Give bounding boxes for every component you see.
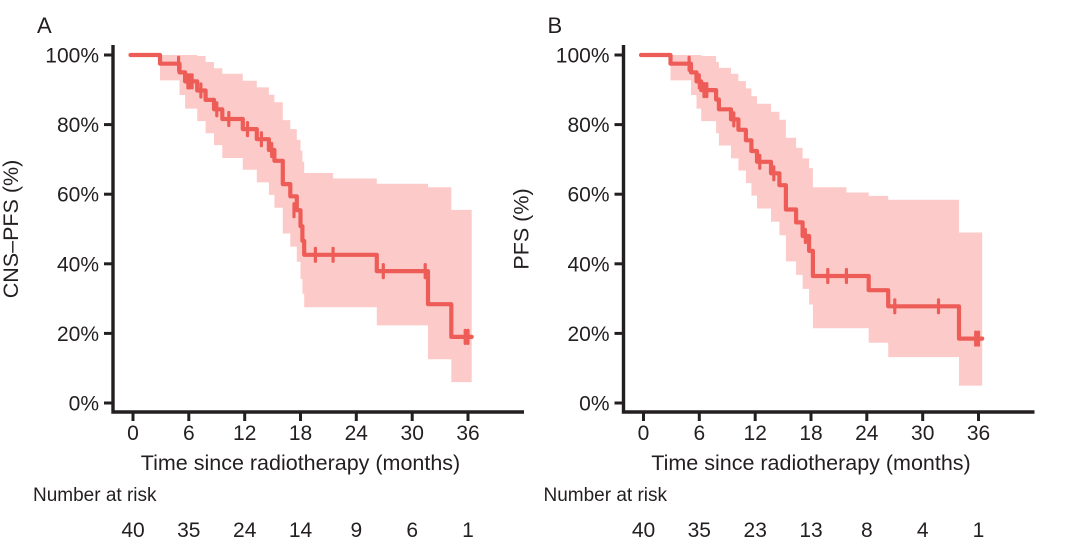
risk-value: 24	[233, 519, 257, 542]
x-axis-title: Time since radiotherapy (months)	[651, 451, 970, 475]
y-tick-label: 60%	[567, 184, 609, 207]
y-tick-label: 80%	[567, 114, 609, 137]
y-tick-label: 60%	[57, 184, 99, 207]
y-tick-label: 20%	[567, 323, 609, 346]
x-tick-label: 18	[289, 422, 312, 445]
risk-value: 14	[289, 519, 313, 542]
x-tick-label: 6	[183, 422, 195, 445]
risk-header: Number at risk	[33, 485, 157, 506]
x-tick-label: 24	[855, 422, 879, 445]
plot-axes	[621, 45, 1035, 414]
risk-value: 8	[861, 519, 873, 542]
y-tick-label: 100%	[556, 45, 610, 68]
y-tick-label: 40%	[567, 253, 609, 276]
y-tick-label: 40%	[57, 253, 99, 276]
risk-value: 35	[688, 519, 711, 542]
confidence-band	[670, 55, 983, 386]
risk-value: 40	[121, 519, 144, 542]
y-tick-label: 100%	[45, 45, 99, 68]
panel-b: 100% 80% 60% 40% 20% 0% 0 40 6 35 12 23 18 13 24 8 30 4 36…	[510, 13, 1035, 542]
confidence-band	[160, 55, 472, 383]
panel-a: 100% 80% 60% 40% 20% 0% 0 40 6 35 12 24 18 14 24 9 30 6 36…	[0, 13, 524, 542]
risk-value: 9	[350, 519, 362, 542]
x-tick-label: 30	[911, 422, 934, 445]
x-tick-label: 0	[638, 422, 650, 445]
risk-header: Number at risk	[544, 485, 668, 506]
km-curve	[638, 52, 985, 341]
y-axis-title: PFS (%)	[510, 188, 534, 269]
risk-value: 35	[177, 519, 200, 542]
risk-value: 13	[799, 519, 822, 542]
x-tick-label: 12	[233, 422, 256, 445]
x-tick-label: 36	[967, 422, 990, 445]
x-tick-label: 12	[744, 422, 767, 445]
x-tick-label: 6	[693, 422, 705, 445]
y-tick-label: 0%	[579, 393, 609, 416]
risk-value: 40	[632, 519, 655, 542]
x-tick-label: 0	[127, 422, 139, 445]
x-tick-label: 24	[345, 422, 369, 445]
plot-axes	[111, 45, 524, 414]
y-axis-title: CNS–PFS (%)	[0, 160, 23, 299]
risk-value: 4	[917, 519, 929, 542]
y-tick-label: 0%	[69, 393, 99, 416]
y-tick-label: 80%	[57, 114, 99, 137]
x-tick-label: 36	[456, 422, 479, 445]
x-tick-label: 30	[401, 422, 424, 445]
y-tick-label: 20%	[57, 323, 99, 346]
panel-label: A	[37, 13, 52, 38]
risk-value: 23	[744, 519, 767, 542]
x-tick-label: 18	[799, 422, 822, 445]
risk-value: 1	[462, 519, 474, 542]
panel-label: B	[548, 13, 563, 38]
x-axis-title: Time since radiotherapy (months)	[141, 451, 460, 475]
risk-value: 6	[406, 519, 418, 542]
risk-value: 1	[973, 519, 985, 542]
